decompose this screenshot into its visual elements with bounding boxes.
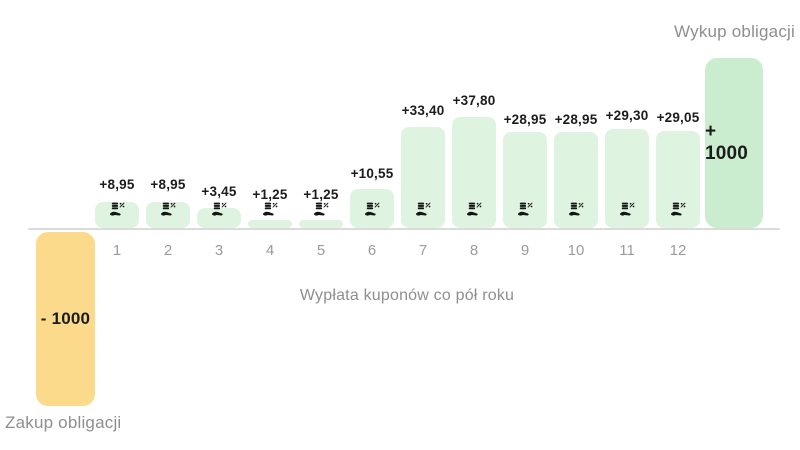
coupon-value-label: +37,80 — [452, 93, 496, 108]
x-tick-label: 10 — [567, 242, 585, 259]
purchase-caption: Zakup obligacji — [5, 413, 122, 432]
hand-coins-percent-icon — [618, 202, 636, 219]
x-tick-label: 5 — [316, 242, 326, 259]
coupon-bar-4 — [248, 220, 292, 228]
coupon-value-label: +8,95 — [99, 177, 135, 192]
x-tick-label: 6 — [367, 242, 377, 259]
redemption-bar-label: + 1000 — [705, 121, 749, 164]
coupon-bar-8 — [452, 117, 496, 228]
coupon-value-label: +28,95 — [503, 112, 547, 127]
x-tick-label: 8 — [469, 242, 479, 259]
coupon-bar-9 — [503, 132, 547, 228]
x-tick-label: 12 — [669, 242, 687, 259]
x-tick-label: 4 — [265, 242, 275, 259]
coupon-bar-12 — [656, 131, 700, 228]
redemption-bar: + 1000 — [705, 58, 763, 228]
coupon-value-label: +29,05 — [656, 110, 700, 125]
hand-coins-percent-icon — [567, 202, 585, 219]
hand-coins-percent-icon — [261, 202, 279, 219]
hand-coins-percent-icon — [414, 202, 432, 219]
coupon-value-label: +28,95 — [554, 112, 598, 127]
coupon-value-label: +3,45 — [201, 184, 237, 199]
purchase-bar: - 1000 — [36, 232, 95, 406]
x-tick-label: 9 — [520, 242, 530, 259]
coupon-bar-11 — [605, 129, 649, 228]
coupon-bar-5 — [299, 220, 343, 228]
hand-coins-percent-icon — [159, 202, 177, 219]
hand-coins-percent-icon — [669, 202, 687, 219]
hand-coins-percent-icon — [516, 202, 534, 219]
x-tick-label: 2 — [163, 242, 173, 259]
coupon-bar-3 — [197, 208, 241, 228]
coupon-value-label: +1,25 — [252, 187, 288, 202]
x-tick-label: 1 — [112, 242, 122, 259]
coupon-bar-7 — [401, 127, 445, 228]
redemption-title: Wykup obligacji — [674, 22, 795, 41]
coupon-value-label: +33,40 — [401, 103, 445, 118]
coupon-value-label: +1,25 — [303, 187, 339, 202]
coupon-value-label: +29,30 — [605, 108, 649, 123]
coupon-value-label: +10,55 — [350, 166, 394, 181]
purchase-bar-label: - 1000 — [40, 309, 91, 328]
axis-baseline — [28, 228, 780, 230]
hand-coins-percent-icon — [363, 202, 381, 219]
x-tick-label: 11 — [619, 242, 635, 259]
x-tick-label: 3 — [214, 242, 224, 259]
hand-coins-percent-icon — [210, 202, 228, 219]
coupon-bar-10 — [554, 132, 598, 228]
hand-coins-percent-icon — [465, 202, 483, 219]
hand-coins-percent-icon — [312, 202, 330, 219]
x-tick-label: 7 — [418, 242, 428, 259]
coupon-value-label: +8,95 — [150, 177, 186, 192]
hand-coins-percent-icon — [108, 202, 126, 219]
axis-caption: Wypłata kuponów co pół roku — [299, 287, 515, 304]
